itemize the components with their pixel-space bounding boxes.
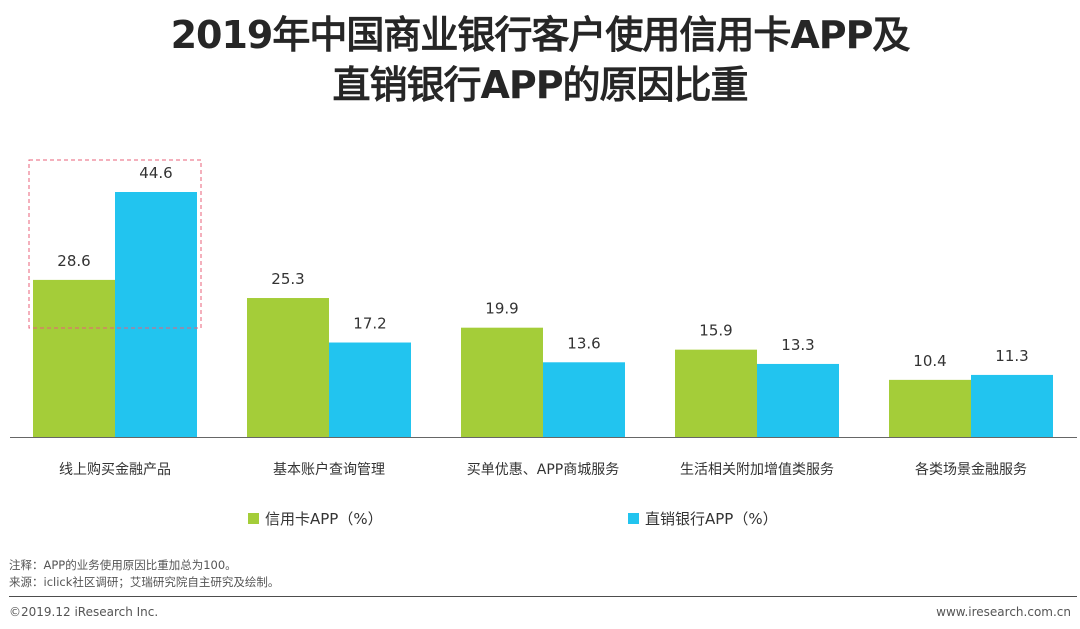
- bar-s1-c0: [115, 192, 197, 437]
- website: www.iresearch.com.cn: [936, 605, 1071, 619]
- bar-s0-c4: [889, 379, 971, 437]
- data-label-s0-c1: 25.3: [271, 270, 304, 288]
- category-label-1: 基本账户查询管理: [273, 461, 385, 478]
- category-label-3: 生活相关附加增值类服务: [680, 462, 834, 478]
- category-label-4: 各类场景金融服务: [915, 462, 1027, 478]
- title-line-1: 2019年中国商业银行客户使用信用卡APP及: [170, 13, 911, 57]
- source-text: 来源：iclick社区调研；艾瑞研究院自主研究及绘制。: [9, 575, 280, 589]
- data-label-s1-c0: 44.6: [139, 164, 172, 182]
- data-label-s1-c1: 17.2: [353, 315, 386, 333]
- bar-s1-c4: [971, 374, 1053, 437]
- data-label-s0-c2: 19.9: [485, 300, 518, 318]
- bar-s0-c0: [33, 279, 115, 437]
- data-label-s0-c3: 15.9: [699, 322, 732, 340]
- data-label-s1-c4: 11.3: [995, 347, 1028, 365]
- category-label-2: 买单优惠、APP商城服务: [467, 462, 619, 478]
- category-label-0: 线上购买金融产品: [59, 462, 171, 478]
- legend-label-credit-card: 信用卡APP（%）: [265, 510, 383, 528]
- data-label-s1-c3: 13.3: [781, 336, 814, 354]
- bar-s0-c1: [247, 298, 329, 437]
- chart-title: 2019年中国商业银行客户使用信用卡APP及 直销银行APP的原因比重: [0, 10, 1080, 110]
- bar-s1-c2: [543, 362, 625, 437]
- legend-swatch-direct-bank: [628, 513, 639, 524]
- copyright: ©2019.12 iResearch Inc.: [9, 605, 159, 619]
- bar-chart: 28.6 44.6 线上购买金融产品 25.3 17.2 基本账户查询管理 19.9 13.6…: [10, 159, 1077, 478]
- data-label-s0-c4: 10.4: [913, 352, 946, 370]
- legend-item-credit-card: 信用卡APP（%）: [248, 508, 383, 529]
- notes: 注释：APP的业务使用原因比重加总为100。 来源：iclick社区调研；艾瑞研…: [9, 557, 279, 591]
- data-label-s0-c0: 28.6: [57, 252, 90, 270]
- bar-s1-c3: [757, 363, 839, 437]
- data-label-s1-c2: 13.6: [567, 334, 600, 352]
- legend-swatch-credit-card: [248, 513, 259, 524]
- title-line-2: 直销银行APP的原因比重: [332, 63, 748, 107]
- note-text: 注释：APP的业务使用原因比重加总为100。: [9, 558, 237, 572]
- highlight-box: [28, 159, 202, 329]
- legend-item-direct-bank: 直销银行APP（%）: [628, 508, 778, 529]
- bar-s1-c1: [329, 342, 411, 437]
- footer-divider: [9, 596, 1077, 597]
- bar-s0-c3: [675, 349, 757, 437]
- legend-label-direct-bank: 直销银行APP（%）: [645, 510, 778, 528]
- bar-s0-c2: [461, 327, 543, 437]
